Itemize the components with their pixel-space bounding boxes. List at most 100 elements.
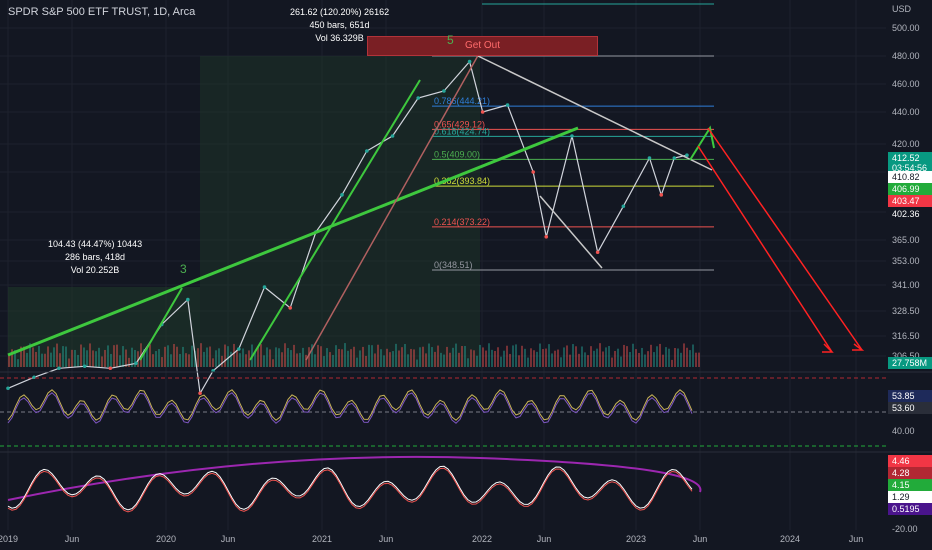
volume-bar: [215, 350, 217, 367]
price-point: [108, 366, 113, 371]
volume-bar: [152, 354, 154, 367]
volume-bar: [8, 355, 10, 367]
volume-bar: [101, 356, 103, 367]
trendline-wave3: [249, 79, 421, 361]
fib-level-label: 0.65(429.12): [434, 119, 485, 129]
volume-bar: [299, 352, 301, 367]
symbol-title[interactable]: SPDR S&P 500 ETF TRUST, 1D, Arca: [8, 6, 196, 18]
volume-bar: [554, 350, 556, 367]
volume-bar: [551, 353, 553, 367]
volume-bar: [581, 346, 583, 367]
channel-upper: [477, 55, 713, 171]
volume-bar: [98, 347, 100, 367]
volume-bar: [35, 351, 37, 367]
fib-level-label: 0.786(444.21): [434, 96, 490, 106]
volume-bar: [131, 347, 133, 367]
price-point: [621, 204, 626, 209]
volume-bar: [287, 348, 289, 367]
volume-bar: [266, 347, 268, 367]
volume-bar: [110, 353, 112, 367]
get-out-box[interactable]: Get Out: [367, 36, 598, 56]
volume-bar: [206, 347, 208, 367]
volume-bar: [410, 348, 412, 367]
volume-bar: [128, 357, 130, 367]
volume-bar: [308, 347, 310, 367]
volume-bar: [89, 343, 91, 367]
volume-bar: [29, 343, 31, 367]
volume-bar: [179, 353, 181, 367]
volume-bar: [392, 351, 394, 367]
volume-bar: [146, 348, 148, 367]
volume-bar: [494, 350, 496, 367]
volume-bar: [524, 348, 526, 367]
volume-bar: [533, 350, 535, 367]
volume-bar: [92, 350, 94, 367]
volume-bar: [71, 349, 73, 367]
volume-bar: [314, 354, 316, 367]
volume-bar: [692, 344, 694, 367]
wave-3-label: 3: [180, 262, 187, 276]
volume-bar: [80, 344, 82, 367]
price-point: [672, 156, 677, 160]
volume-bar: [221, 355, 223, 367]
volume-bar: [122, 346, 124, 367]
macd-pane: -20.00: [0, 451, 932, 534]
volume-bar: [599, 343, 601, 367]
volume-bar: [371, 345, 373, 367]
volume-bar: [368, 344, 370, 367]
price-point: [480, 110, 485, 114]
volume-bar: [641, 347, 643, 367]
volume-bar: [119, 355, 121, 367]
volume-bar: [62, 346, 64, 367]
x-tick-label: Jun: [379, 534, 394, 544]
fib-level-label: 0.5(409.00): [434, 149, 480, 159]
volume-bar: [164, 346, 166, 367]
volume-bar: [386, 348, 388, 367]
y-tick-label: 365.00: [892, 235, 920, 245]
price-point: [659, 193, 664, 197]
volume-bar: [539, 343, 541, 367]
volume-bar: [95, 351, 97, 367]
volume-bar: [659, 343, 661, 367]
volume-bar: [623, 344, 625, 367]
macd-tag: 4.15: [888, 479, 932, 491]
volume-bar: [665, 347, 667, 367]
volume-bar: [563, 347, 565, 367]
price-point: [390, 134, 395, 138]
volume-bar: [671, 359, 673, 367]
volume-bar: [176, 346, 178, 367]
price-point: [288, 306, 292, 310]
gridlines: [0, 0, 886, 530]
volume-bar: [59, 353, 61, 367]
volume-bar: [668, 348, 670, 367]
macd-tag: 4.28: [888, 467, 932, 479]
volume-bar: [509, 353, 511, 367]
volume-bar: [455, 343, 457, 367]
volume-bar: [353, 346, 355, 367]
volume-bar: [356, 357, 358, 367]
macd-tag: 1.29: [888, 491, 932, 503]
fib-level-label: 0.618(424.74): [434, 126, 490, 136]
volume-bar: [566, 345, 568, 367]
x-axis: 2019 Jun 2020 Jun 2021 Jun 2022 Jun 2023 Jun 2024 J…: [0, 534, 863, 544]
volume-bar: [548, 344, 550, 367]
volume-bar: [182, 346, 184, 367]
top-measure-line-1: 261.62 (120.20%) 26162: [290, 7, 390, 17]
left-measure: 104.43 (44.47%) 10443 286 bars, 418d Vol…: [48, 238, 142, 277]
price-point: [198, 391, 202, 396]
volume-bar: [458, 352, 460, 367]
volume-bar: [143, 349, 145, 367]
x-tick-label: 2020: [156, 534, 176, 544]
x-tick-label: Jun: [221, 534, 236, 544]
volume-bar: [470, 349, 472, 367]
volume-bar: [32, 347, 34, 367]
x-tick-label: Jun: [537, 534, 552, 544]
volume-bar: [569, 354, 571, 367]
volume-bar: [161, 357, 163, 367]
volume-bar: [53, 347, 55, 367]
y-tick-label: 328.50: [892, 306, 920, 316]
price-point: [237, 347, 241, 351]
volume-bar: [284, 343, 286, 367]
volume-bar: [290, 350, 292, 367]
